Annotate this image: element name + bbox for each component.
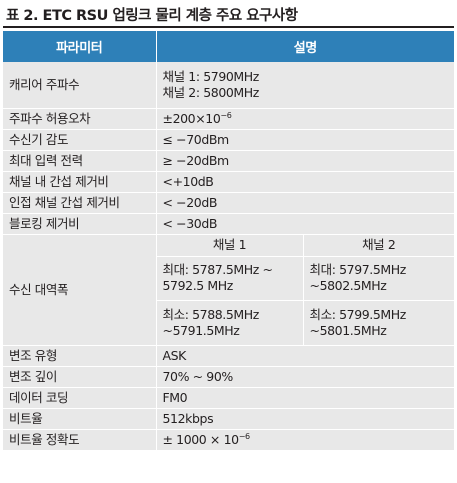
table-row: 변조 유형 ASK bbox=[3, 345, 454, 367]
table-row: 최소: 5788.5MHz ~5791.5MHz 최소: 5799.5MHz ~… bbox=[3, 300, 454, 346]
table-row: 데이터 코딩 FM0 bbox=[3, 387, 454, 409]
row-label: 데이터 코딩 bbox=[3, 387, 157, 409]
row-value: ± 1000 × 10−6 bbox=[156, 429, 454, 451]
channel-2-max-line2: ~5802.5MHz bbox=[309, 278, 387, 293]
table-row: 수신기 감도 ≤ −70dBm bbox=[3, 129, 454, 151]
table-row: 변조 깊이 70% ~ 90% bbox=[3, 366, 454, 388]
row-value: 채널 1: 5790MHz 채널 2: 5800MHz bbox=[156, 62, 454, 109]
row-label: 캐리어 주파수 bbox=[3, 62, 157, 109]
channel-2-max: 최대: 5797.5MHz ~5802.5MHz bbox=[303, 256, 454, 301]
row-value: ≥ −20dBm bbox=[156, 150, 454, 172]
row-value: 70% ~ 90% bbox=[156, 366, 454, 388]
channel-1-min-line1: 최소: 5788.5MHz bbox=[162, 306, 260, 322]
row-label: 변조 유형 bbox=[3, 345, 157, 367]
row-value: < −20dB bbox=[156, 192, 454, 214]
channel-2-min: 최소: 5799.5MHz ~5801.5MHz bbox=[303, 300, 454, 346]
row-label: 블로킹 제거비 bbox=[3, 213, 157, 235]
table-row: 인접 채널 간섭 제거비 < −20dB bbox=[3, 192, 454, 214]
header-description: 설명 bbox=[156, 31, 454, 62]
row-label: 인접 채널 간섭 제거비 bbox=[3, 192, 157, 214]
channel-1-min: 최소: 5788.5MHz ~5791.5MHz bbox=[156, 300, 304, 346]
requirements-table: 파라미터 설명 캐리어 주파수 채널 1: 5790MHz 채널 2: 5800… bbox=[3, 31, 454, 451]
channel-1-max: 최대: 5787.5MHz ~ 5792.5 MHz bbox=[156, 256, 304, 301]
row-label: 주파수 허용오차 bbox=[3, 108, 157, 130]
channel-1-min-line2: ~5791.5MHz bbox=[162, 322, 240, 338]
channel-2-min-line2: ~5801.5MHz bbox=[309, 322, 387, 338]
bitrate-accuracy-exponent: −6 bbox=[238, 431, 250, 441]
subheader-channel-1: 채널 1 bbox=[156, 234, 304, 257]
row-value: 512kbps bbox=[156, 408, 454, 430]
caption-divider bbox=[3, 26, 454, 28]
table-row: 최대 입력 전력 ≥ −20dBm bbox=[3, 150, 454, 172]
row-value: <+10dB bbox=[156, 171, 454, 193]
row-label: 수신 대역폭 bbox=[3, 234, 157, 346]
table-row: 비트율 512kbps bbox=[3, 408, 454, 430]
channel-1-max-line2: 5792.5 MHz bbox=[162, 278, 234, 293]
tolerance-exponent: −6 bbox=[220, 110, 232, 120]
channel-2-min-line1: 최소: 5799.5MHz bbox=[309, 306, 407, 322]
row-value: < −30dB bbox=[156, 213, 454, 235]
carrier-channel-1: 채널 1: 5790MHz bbox=[162, 68, 260, 84]
table-row: 채널 내 간섭 제거비 <+10dB bbox=[3, 171, 454, 193]
table-row: 최대: 5787.5MHz ~ 5792.5 MHz 최대: 5797.5MHz… bbox=[3, 256, 454, 301]
carrier-channel-2: 채널 2: 5800MHz bbox=[162, 84, 260, 100]
table-row: 주파수 허용오차 ±200×10−6 bbox=[3, 108, 454, 130]
channel-2-max-line1: 최대: 5797.5MHz bbox=[309, 262, 407, 277]
row-value: ASK bbox=[156, 345, 454, 367]
table-row: 블로킹 제거비 < −30dB bbox=[3, 213, 454, 235]
table-row: 비트율 정확도 ± 1000 × 10−6 bbox=[3, 429, 454, 451]
tolerance-base: ±200×10 bbox=[162, 110, 221, 126]
row-value: FM0 bbox=[156, 387, 454, 409]
subheader-channel-2: 채널 2 bbox=[303, 234, 454, 257]
table-caption: 표 2. ETC RSU 업링크 물리 계층 주요 요구사항 bbox=[6, 8, 298, 24]
header-row: 파라미터 설명 bbox=[3, 31, 454, 62]
row-label: 비트율 정확도 bbox=[3, 429, 157, 451]
row-label: 채널 내 간섭 제거비 bbox=[3, 171, 157, 193]
table-row: 수신 대역폭 채널 1 채널 2 bbox=[3, 234, 454, 346]
header-parameter: 파라미터 bbox=[3, 31, 157, 62]
row-label: 최대 입력 전력 bbox=[3, 150, 157, 172]
row-label: 수신기 감도 bbox=[3, 129, 157, 151]
row-label: 비트율 bbox=[3, 408, 157, 430]
table-row: 캐리어 주파수 채널 1: 5790MHz 채널 2: 5800MHz bbox=[3, 62, 454, 109]
row-value: ≤ −70dBm bbox=[156, 129, 454, 151]
channel-1-max-line1: 최대: 5787.5MHz ~ bbox=[162, 262, 274, 277]
bitrate-accuracy-base: ± 1000 × 10 bbox=[162, 431, 240, 447]
row-label: 변조 깊이 bbox=[3, 366, 157, 388]
row-value: ±200×10−6 bbox=[156, 108, 454, 130]
